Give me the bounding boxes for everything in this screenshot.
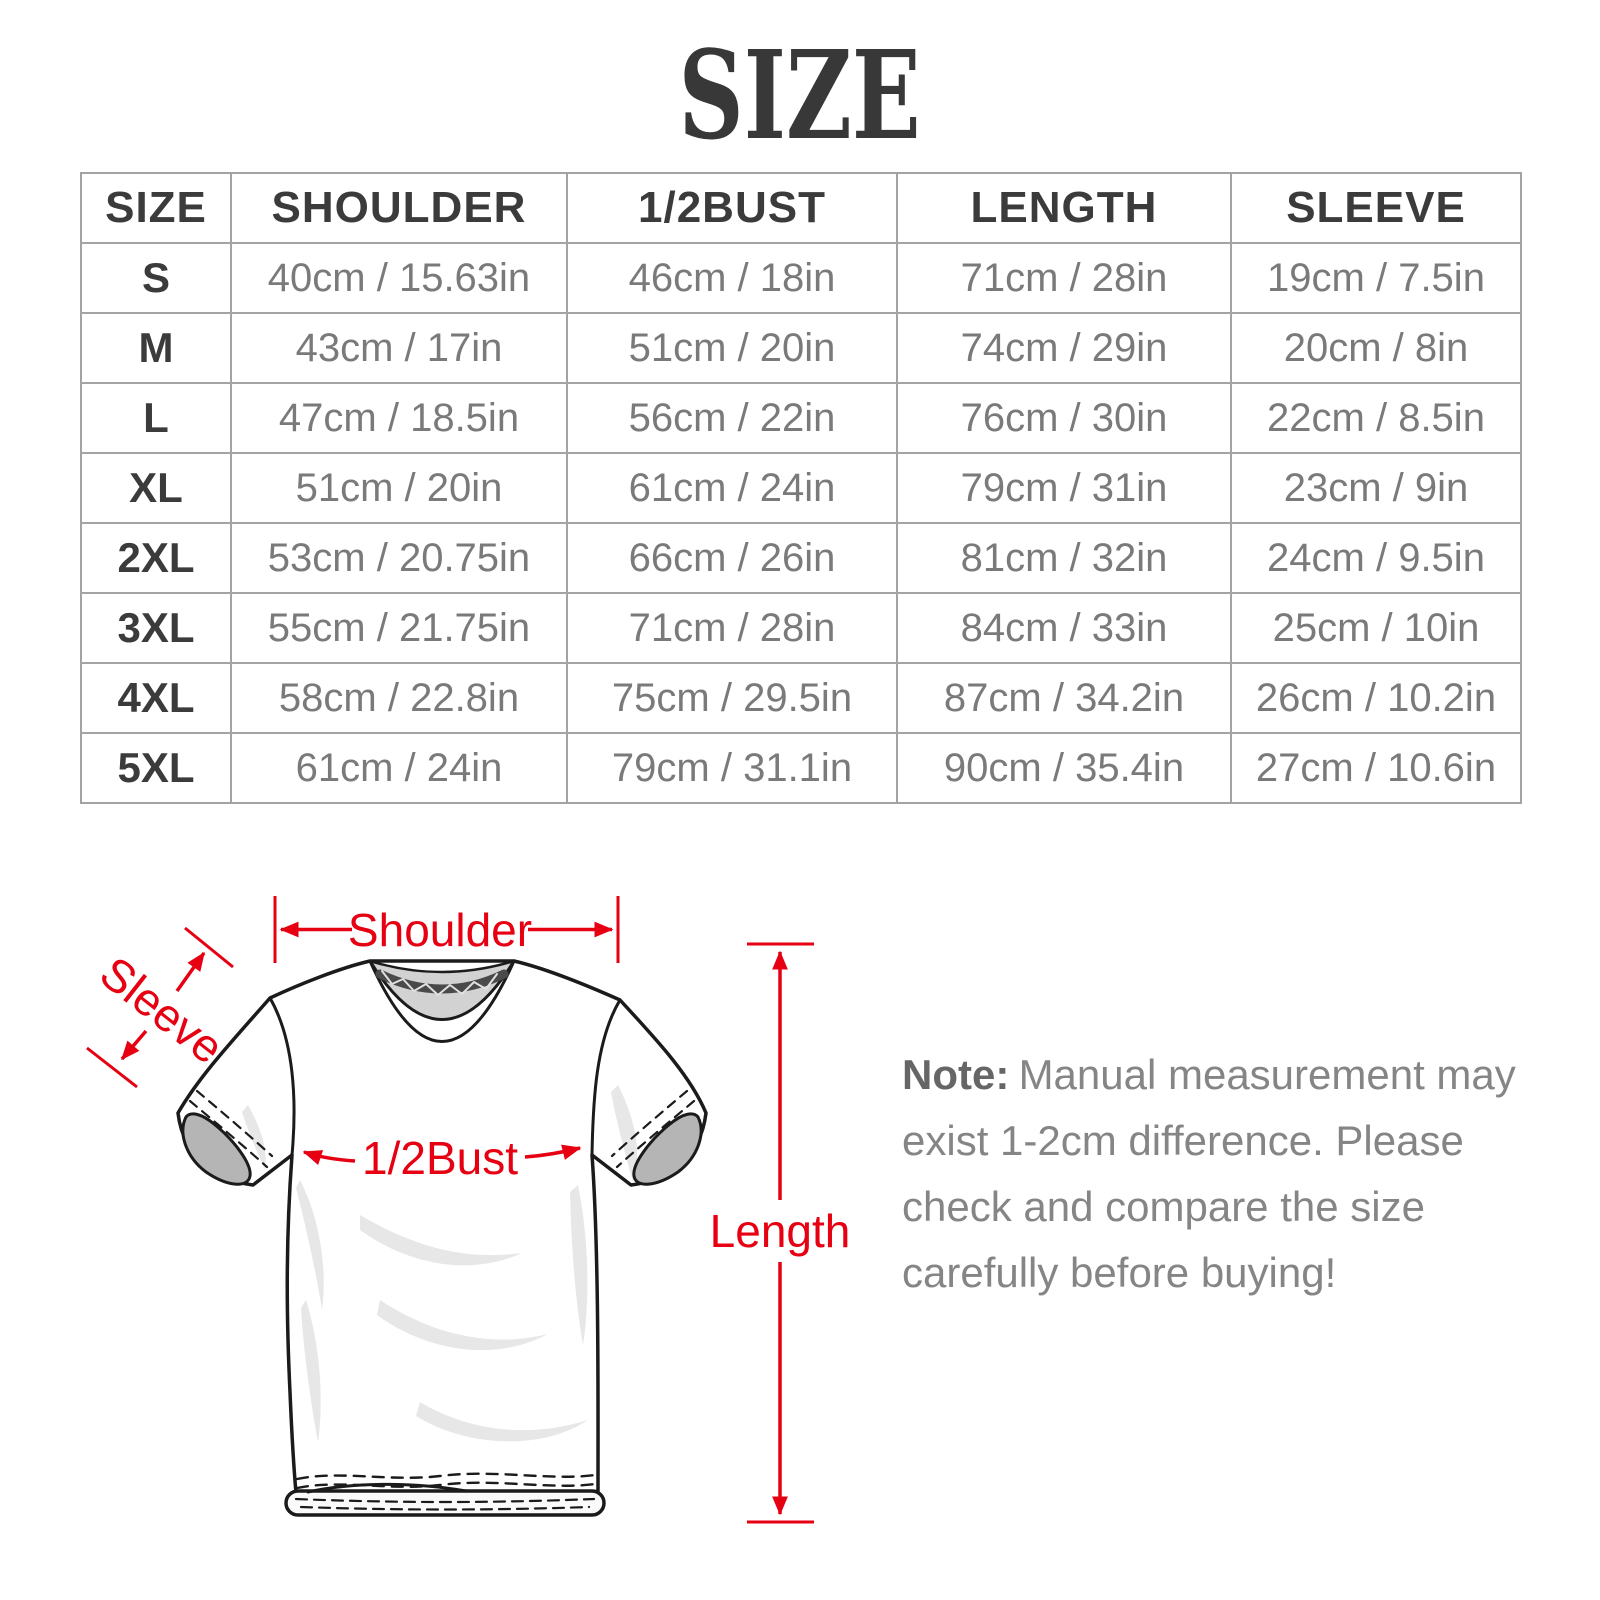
shoulder-measure-label: Shoulder	[347, 904, 533, 956]
measurement-cell: 55cm / 21.75in	[230, 592, 568, 664]
measurement-cell: 71cm / 28in	[566, 592, 898, 664]
table-row: L 47cm / 18.5in 56cm / 22in 76cm / 30in 22cm…	[80, 382, 1522, 454]
measurement-cell: 75cm / 29.5in	[566, 662, 898, 734]
measurement-cell: 51cm / 20in	[566, 312, 898, 384]
size-table: SIZE SHOULDER 1/2BUST LENGTH SLEEVE S 40cm / …	[80, 172, 1522, 804]
measurement-note: Note: Manual measurement may exist 1-2cm …	[902, 1042, 1526, 1306]
sleeve-arrow	[86, 926, 234, 1089]
table-row: S 40cm / 15.63in 46cm / 18in 71cm / 28in 19c…	[80, 242, 1522, 314]
table-row: 4XL 58cm / 22.8in 75cm / 29.5in 87cm / 34.2…	[80, 662, 1522, 734]
tshirt-illustration	[176, 959, 708, 1517]
table-row: 3XL 55cm / 21.75in 71cm / 28in 84cm / 33in 2…	[80, 592, 1522, 664]
measurement-cell: 53cm / 20.75in	[230, 522, 568, 594]
note-prefix: Note:	[902, 1051, 1010, 1098]
measurement-cell: 26cm / 10.2in	[1230, 662, 1522, 734]
measurement-cell: 71cm / 28in	[896, 242, 1232, 314]
table-body: S 40cm / 15.63in 46cm / 18in 71cm / 28in 19c…	[80, 242, 1522, 804]
measurement-cell: 90cm / 35.4in	[896, 732, 1232, 804]
measurement-cell: 66cm / 26in	[566, 522, 898, 594]
table-row: XL 51cm / 20in 61cm / 24in 79cm / 31in 23cm …	[80, 452, 1522, 524]
fabric-wrinkles	[242, 1085, 638, 1442]
note-body: Manual measurement may exist 1-2cm diffe…	[902, 1051, 1516, 1296]
table-row: 2XL 53cm / 20.75in 66cm / 26in 81cm / 32in 2…	[80, 522, 1522, 594]
measurement-arrows	[86, 896, 814, 1524]
column-header: SIZE	[80, 172, 232, 244]
measurement-cell: 74cm / 29in	[896, 312, 1232, 384]
table-row: 5XL 61cm / 24in 79cm / 31.1in 90cm / 35.4in…	[80, 732, 1522, 804]
measurement-cell: 84cm / 33in	[896, 592, 1232, 664]
size-cell: S	[80, 242, 232, 314]
measurement-cell: 20cm / 8in	[1230, 312, 1522, 384]
sleeve-cuffs	[181, 1089, 703, 1186]
measurement-cell: 27cm / 10.6in	[1230, 732, 1522, 804]
column-header: SHOULDER	[230, 172, 568, 244]
measurement-cell: 61cm / 24in	[566, 452, 898, 524]
size-cell: 4XL	[80, 662, 232, 734]
size-cell: 3XL	[80, 592, 232, 664]
collar	[368, 959, 516, 1043]
column-header: 1/2BUST	[566, 172, 898, 244]
measurement-cell: 56cm / 22in	[566, 382, 898, 454]
half-bust-measure-label: 1/2Bust	[362, 1132, 518, 1184]
measurement-cell: 61cm / 24in	[230, 732, 568, 804]
measurement-cell: 81cm / 32in	[896, 522, 1232, 594]
table-row: M 43cm / 17in 51cm / 20in 74cm / 29in 20cm /…	[80, 312, 1522, 384]
measurement-cell: 22cm / 8.5in	[1230, 382, 1522, 454]
measurement-cell: 40cm / 15.63in	[230, 242, 568, 314]
size-cell: 2XL	[80, 522, 232, 594]
size-cell: 5XL	[80, 732, 232, 804]
measurement-cell: 23cm / 9in	[1230, 452, 1522, 524]
bottom-hem	[284, 1472, 606, 1517]
measurement-cell: 25cm / 10in	[1230, 592, 1522, 664]
length-arrow	[747, 942, 814, 1524]
tshirt-measurement-diagram	[86, 896, 814, 1524]
shoulder-arrow	[273, 896, 620, 963]
measurement-cell: 87cm / 34.2in	[896, 662, 1232, 734]
size-cell: XL	[80, 452, 232, 524]
length-measure-label: Length	[709, 1205, 851, 1257]
page-header: SIZE	[0, 34, 1600, 156]
measurement-cell: 46cm / 18in	[566, 242, 898, 314]
table-header-row: SIZE SHOULDER 1/2BUST LENGTH SLEEVE	[80, 172, 1522, 244]
size-cell: M	[80, 312, 232, 384]
measurement-cell: 51cm / 20in	[230, 452, 568, 524]
half-bust-arrow	[302, 1144, 582, 1166]
column-header: LENGTH	[896, 172, 1232, 244]
measurement-cell: 79cm / 31in	[896, 452, 1232, 524]
size-cell: L	[80, 382, 232, 454]
page-title: SIZE	[678, 23, 922, 167]
measurement-cell: 79cm / 31.1in	[566, 732, 898, 804]
measurement-cell: 76cm / 30in	[896, 382, 1232, 454]
measurement-cell: 19cm / 7.5in	[1230, 242, 1522, 314]
measurement-cell: 43cm / 17in	[230, 312, 568, 384]
column-header: SLEEVE	[1230, 172, 1522, 244]
measurement-cell: 47cm / 18.5in	[230, 382, 568, 454]
measurement-cell: 24cm / 9.5in	[1230, 522, 1522, 594]
measurement-cell: 58cm / 22.8in	[230, 662, 568, 734]
